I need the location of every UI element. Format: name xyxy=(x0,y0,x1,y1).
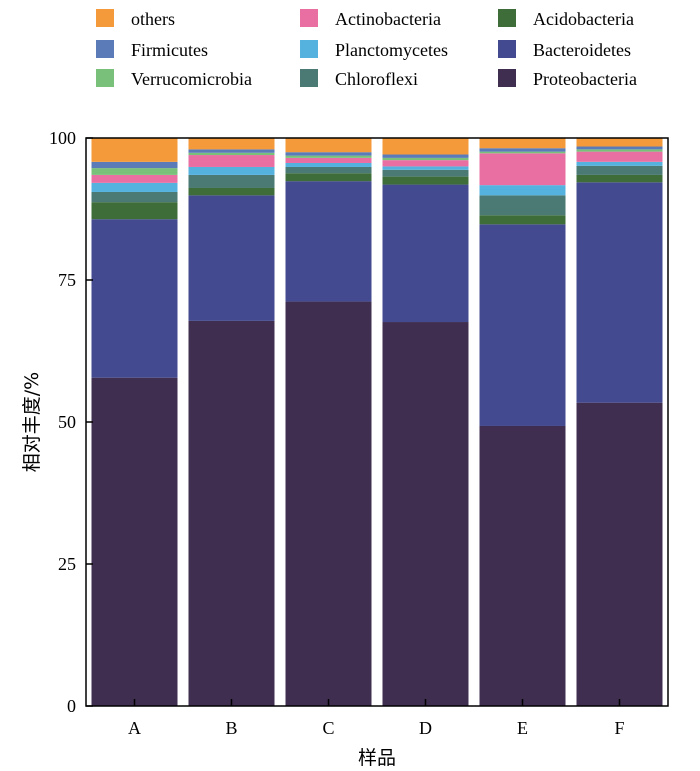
x-tick-label-e: E xyxy=(517,718,528,738)
bar-a-verrucomicrobia xyxy=(91,168,178,175)
bar-b-others xyxy=(188,138,275,150)
bar-f-verrucomicrobia xyxy=(576,149,663,152)
legend-label-verrucomicrobia: Verrucomicrobia xyxy=(131,69,252,89)
bar-b-actinobacteria xyxy=(188,155,275,167)
bar-e-verrucomicrobia xyxy=(479,151,566,154)
bar-c-others xyxy=(285,138,372,153)
bar-f-planctomycetes xyxy=(576,161,663,166)
bar-f-bacteroidetes xyxy=(576,182,663,403)
bar-d-planctomycetes xyxy=(382,166,469,170)
y-axis-title: 相对丰度/% xyxy=(21,372,43,472)
y-ticks: 0 25 50 75 100 xyxy=(49,128,93,716)
bar-e-actinobacteria xyxy=(479,153,566,186)
bar-e-chloroflexi xyxy=(479,195,566,216)
bar-a-proteobacteria xyxy=(91,377,178,706)
bar-f-acidobacteria xyxy=(576,174,663,183)
x-tick-label-f: F xyxy=(614,718,624,738)
bar-c-bacteroidetes xyxy=(285,181,372,302)
y-tick-label-75: 75 xyxy=(58,270,76,290)
bar-d-firmicutes xyxy=(382,154,469,158)
bar-b-proteobacteria xyxy=(188,320,275,706)
x-ticks: A B C D E F xyxy=(128,699,625,738)
legend-swatch-chloroflexi xyxy=(300,69,318,87)
legend-swatch-verrucomicrobia xyxy=(96,69,114,87)
legend-swatch-actinobacteria xyxy=(300,9,318,27)
bar-a-planctomycetes xyxy=(91,182,178,192)
bar-a-actinobacteria xyxy=(91,174,178,183)
bar-a-firmicutes xyxy=(91,161,178,169)
legend-swatch-proteobacteria xyxy=(498,69,516,87)
legend-label-planctomycetes: Planctomycetes xyxy=(335,40,448,60)
bar-b-chloroflexi xyxy=(188,174,275,188)
bars xyxy=(91,138,663,706)
legend-label-chloroflexi: Chloroflexi xyxy=(335,69,418,89)
legend-label-actinobacteria: Actinobacteria xyxy=(335,9,441,29)
y-tick-label-50: 50 xyxy=(58,412,76,432)
bar-d-acidobacteria xyxy=(382,176,469,185)
bar-d-bacteroidetes xyxy=(382,184,469,323)
y-tick-label-25: 25 xyxy=(58,554,76,574)
bar-a-acidobacteria xyxy=(91,202,178,220)
legend-label-firmicutes: Firmicutes xyxy=(131,40,208,60)
bar-d-actinobacteria xyxy=(382,160,469,167)
bar-a-others xyxy=(91,138,178,162)
legend-swatch-bacteroidetes xyxy=(498,40,516,58)
legend-swatch-firmicutes xyxy=(96,40,114,58)
bar-e-firmicutes xyxy=(479,148,566,152)
bar-a-chloroflexi xyxy=(91,191,178,203)
bar-e-acidobacteria xyxy=(479,215,566,225)
legend-swatch-others xyxy=(96,9,114,27)
legend-label-bacteroidetes: Bacteroidetes xyxy=(533,40,631,60)
bar-f-chloroflexi xyxy=(576,165,663,175)
x-tick-label-c: C xyxy=(322,718,334,738)
bar-c-chloroflexi xyxy=(285,166,372,174)
bar-b-bacteroidetes xyxy=(188,195,275,321)
bar-c-actinobacteria xyxy=(285,157,372,163)
bar-d-others xyxy=(382,138,469,155)
x-axis-title: 样品 xyxy=(358,747,396,769)
bar-c-acidobacteria xyxy=(285,173,372,182)
x-tick-label-d: D xyxy=(419,718,432,738)
bar-e-others xyxy=(479,138,566,149)
bar-d-proteobacteria xyxy=(382,322,469,706)
x-tick-label-b: B xyxy=(225,718,237,738)
legend: others Firmicutes Verrucomicrobia Actinobac… xyxy=(96,9,637,89)
axes: 0 25 50 75 100 A B C D E F xyxy=(49,128,669,738)
bar-f-actinobacteria xyxy=(576,151,663,162)
y-tick-label-0: 0 xyxy=(67,696,76,716)
legend-swatch-acidobacteria xyxy=(498,9,516,27)
bar-e-proteobacteria xyxy=(479,425,566,706)
bar-d-chloroflexi xyxy=(382,169,469,177)
bar-c-proteobacteria xyxy=(285,301,372,706)
bar-b-acidobacteria xyxy=(188,187,275,196)
bar-d-verrucomicrobia xyxy=(382,157,469,161)
bar-b-planctomycetes xyxy=(188,166,275,175)
legend-label-acidobacteria: Acidobacteria xyxy=(533,9,634,29)
bar-b-firmicutes xyxy=(188,149,275,153)
legend-label-others: others xyxy=(131,9,175,29)
bar-c-verrucomicrobia xyxy=(285,155,372,158)
bar-e-bacteroidetes xyxy=(479,224,566,426)
bar-f-firmicutes xyxy=(576,146,663,150)
bar-f-others xyxy=(576,138,663,147)
bar-e-planctomycetes xyxy=(479,185,566,196)
legend-swatch-planctomycetes xyxy=(300,40,318,58)
bar-c-planctomycetes xyxy=(285,162,372,167)
x-tick-label-a: A xyxy=(128,718,141,738)
y-tick-label-100: 100 xyxy=(49,128,76,148)
bar-a-bacteroidetes xyxy=(91,219,178,378)
bar-b-verrucomicrobia xyxy=(188,152,275,156)
bar-c-firmicutes xyxy=(285,152,372,156)
legend-label-proteobacteria: Proteobacteria xyxy=(533,69,637,89)
bar-f-proteobacteria xyxy=(576,402,663,706)
